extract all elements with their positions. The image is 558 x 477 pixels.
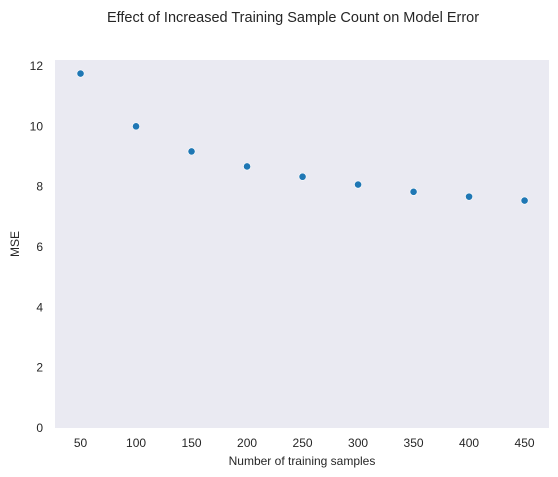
y-tick-label: 12 bbox=[30, 59, 44, 73]
x-tick-label: 300 bbox=[348, 436, 368, 450]
data-point bbox=[132, 122, 140, 131]
x-tick-label: 200 bbox=[237, 436, 257, 450]
data-point bbox=[187, 147, 196, 156]
x-tick-label: 100 bbox=[126, 436, 146, 450]
y-tick-label: 4 bbox=[36, 300, 43, 314]
data-point bbox=[354, 180, 362, 189]
x-tick-label: 50 bbox=[74, 436, 88, 450]
chart-title: Effect of Increased Training Sample Coun… bbox=[107, 10, 479, 26]
y-axis-ticks: 0 2 4 6 8 10 12 bbox=[30, 59, 44, 435]
data-point bbox=[298, 172, 307, 181]
data-point bbox=[76, 69, 85, 78]
data-point bbox=[520, 196, 529, 205]
plot-area bbox=[55, 60, 549, 428]
x-axis-label: Number of training samples bbox=[229, 454, 376, 468]
y-tick-label: 6 bbox=[36, 240, 43, 254]
x-axis-ticks: 50 100 150 200 250 300 350 400 450 bbox=[74, 436, 535, 450]
data-points bbox=[76, 69, 529, 205]
y-tick-label: 10 bbox=[30, 119, 44, 133]
y-tick-label: 2 bbox=[36, 361, 43, 375]
data-point bbox=[465, 192, 473, 201]
data-point bbox=[243, 162, 251, 171]
y-tick-label: 8 bbox=[36, 180, 43, 194]
data-point bbox=[409, 187, 418, 196]
x-tick-label: 150 bbox=[182, 436, 202, 450]
x-tick-label: 450 bbox=[515, 436, 535, 450]
y-axis-label: MSE bbox=[8, 231, 22, 257]
x-tick-label: 350 bbox=[404, 436, 424, 450]
x-tick-label: 400 bbox=[459, 436, 479, 450]
y-tick-label: 0 bbox=[36, 421, 43, 435]
x-tick-label: 250 bbox=[293, 436, 313, 450]
